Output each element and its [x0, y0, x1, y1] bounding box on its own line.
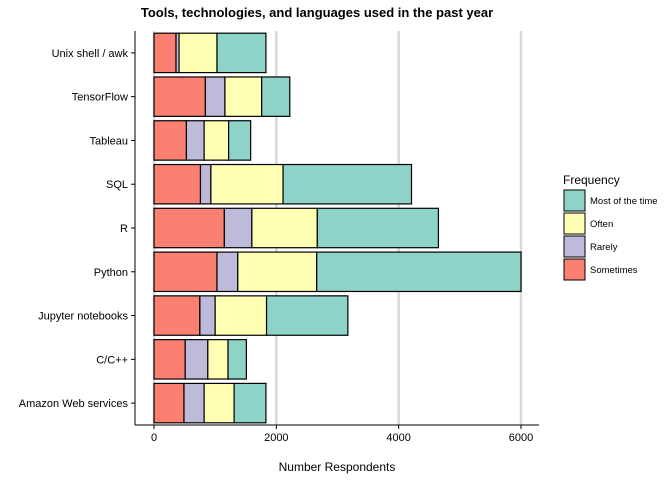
- legend-swatch: [563, 212, 586, 235]
- bar-segment: [224, 76, 263, 117]
- bar-segment: [216, 32, 267, 74]
- bar-segment: [203, 120, 230, 161]
- bar-segment: [153, 76, 206, 117]
- bar-segment: [233, 382, 267, 424]
- bar-segment: [265, 295, 349, 336]
- bar-segment: [210, 163, 284, 205]
- bar-segment: [228, 120, 252, 161]
- bar-segment: [237, 251, 318, 293]
- bar-segment: [216, 251, 239, 293]
- bar-segment: [223, 207, 253, 249]
- x-tick-label: 2000: [264, 432, 288, 444]
- x-axis-title: Number Respondents: [279, 460, 396, 474]
- legend-swatch: [563, 235, 586, 258]
- bar-segment: [214, 295, 268, 336]
- bar-segment: [207, 339, 229, 380]
- bar-segment: [282, 163, 413, 205]
- legend-label: Rarely: [590, 242, 618, 253]
- y-tick-label: Amazon Web services: [19, 398, 129, 410]
- bar-segment: [153, 339, 186, 380]
- bar-segment: [199, 295, 216, 336]
- y-tick-label: Jupyter notebooks: [38, 311, 128, 323]
- bar-segment: [153, 163, 202, 205]
- legend-swatch: [563, 258, 586, 281]
- y-tick-label: Python: [94, 267, 128, 279]
- legend-swatch: [563, 189, 586, 212]
- bar-segment: [316, 207, 440, 249]
- legend-label: Often: [590, 219, 613, 230]
- bar-segment: [153, 207, 225, 249]
- legend-label: Sometimes: [590, 265, 638, 276]
- bar-segment: [251, 207, 318, 249]
- bar-segment: [153, 295, 201, 336]
- bar-segment: [178, 32, 218, 74]
- y-axis-ticks: Amazon Web services C/C++ Jupyter notebook…: [19, 48, 135, 410]
- bar-segment: [153, 251, 218, 293]
- chart-title: Tools, technologies, and languages used …: [141, 5, 493, 20]
- y-tick-label: Tableau: [89, 135, 128, 147]
- bar-segment: [153, 120, 188, 161]
- y-tick-label: C/C++: [96, 354, 128, 366]
- legend: Frequency Most of the time Often Rarely Som…: [563, 173, 658, 281]
- bar-segment: [183, 382, 205, 424]
- y-tick-label: TensorFlow: [72, 92, 128, 104]
- y-tick-label: SQL: [106, 179, 128, 191]
- legend-label: Most of the time: [590, 196, 658, 207]
- bar-segment: [227, 339, 247, 380]
- bar-segment: [203, 382, 235, 424]
- bars: [153, 32, 522, 424]
- y-tick-label: R: [120, 223, 128, 235]
- bar-segment: [199, 163, 212, 205]
- x-tick-label: 4000: [386, 432, 410, 444]
- legend-title: Frequency: [563, 173, 620, 187]
- x-tick-label: 0: [151, 432, 157, 444]
- y-tick-label: Unix shell / awk: [52, 48, 129, 60]
- bar-segment: [185, 120, 205, 161]
- bar-segment: [316, 251, 522, 293]
- bar-segment: [184, 339, 209, 380]
- x-axis-ticks: 0 2000 4000 6000: [151, 425, 533, 444]
- x-tick-label: 6000: [509, 432, 533, 444]
- bar-segment: [204, 76, 226, 117]
- bar-segment: [261, 76, 291, 117]
- bar-segment: [153, 382, 185, 424]
- bar-segment: [153, 32, 177, 74]
